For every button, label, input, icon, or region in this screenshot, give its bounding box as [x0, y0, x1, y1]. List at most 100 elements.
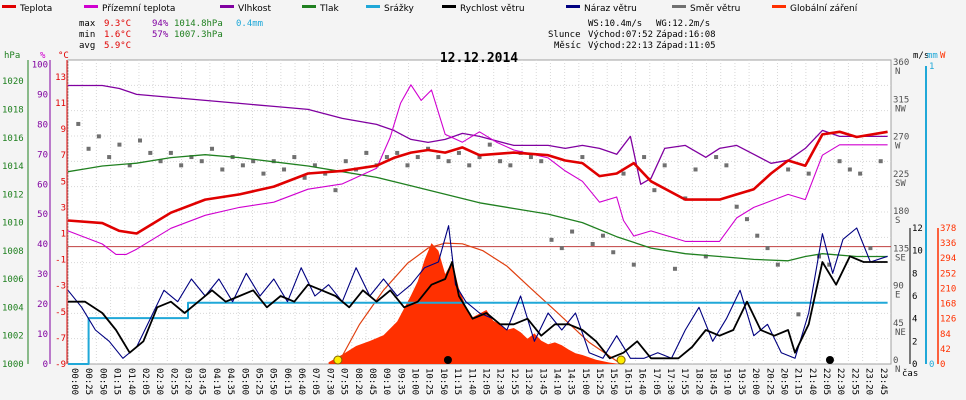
- ms-tick-label: 0: [912, 360, 917, 370]
- wind-direction-point: [96, 134, 101, 139]
- direction-tick-label: SW: [895, 179, 906, 189]
- legend-swatch: [220, 5, 234, 8]
- wind-direction-point: [292, 155, 297, 160]
- sun-set: Západ:16:08: [656, 30, 716, 40]
- legend-label: Směr větru: [690, 4, 740, 14]
- wind-direction-point: [621, 171, 626, 176]
- percent-tick-label: 30: [37, 270, 48, 280]
- time-tick-label: 20:50: [778, 368, 788, 395]
- time-tick-label: 19:35: [736, 368, 746, 395]
- wind-direction-point: [323, 171, 328, 176]
- time-tick-label: 05:00: [239, 368, 249, 395]
- time-tick-label: 20:25: [764, 368, 774, 395]
- hpa-tick-label: 1018: [2, 105, 24, 115]
- wind-direction-point: [786, 167, 791, 172]
- sun-label: Slunce: [548, 30, 581, 40]
- legend-label: Teplota: [19, 4, 52, 14]
- ms-tick-label: 4: [912, 315, 917, 325]
- axis-unit-w: W: [940, 51, 946, 61]
- wind-direction-point: [282, 167, 287, 172]
- time-tick-label: 02:30: [154, 368, 164, 395]
- wind-direction-point: [436, 155, 441, 160]
- wind-direction-point: [549, 237, 554, 242]
- wind-direction-point: [878, 159, 883, 164]
- wind-direction-point: [148, 150, 153, 155]
- wind-direction-point: [456, 150, 461, 155]
- pressure-line: [67, 154, 888, 262]
- chart-title: 12.12.2014: [440, 51, 518, 66]
- percent-tick-label: 10: [37, 330, 48, 340]
- time-tick-label: 04:35: [225, 368, 235, 395]
- time-tick-label: 23:20: [864, 368, 874, 395]
- mm-tick-label: 1: [929, 62, 934, 72]
- time-tick-label: 11:40: [466, 368, 476, 395]
- time-tick-label: 14:10: [551, 368, 561, 395]
- time-tick-label: 15:25: [594, 368, 604, 395]
- wind-direction-point: [693, 167, 698, 172]
- ms-tick-label: 10: [912, 247, 923, 257]
- time-tick-label: 17:05: [651, 368, 661, 395]
- wind-direction-point: [847, 167, 852, 172]
- wind-direction-point: [179, 163, 184, 168]
- moon-label: Měsíc: [554, 41, 581, 51]
- direction-tick-label: N: [895, 365, 900, 375]
- time-tick-label: 10:25: [424, 368, 434, 395]
- celsius-tick-label: 7: [61, 151, 66, 161]
- time-tick-label: 05:50: [268, 368, 278, 395]
- wind-direction-point: [107, 155, 112, 160]
- time-tick-label: 02:05: [140, 368, 150, 395]
- wind-direction-point: [415, 155, 420, 160]
- wind-direction-point: [240, 163, 245, 168]
- time-tick-label: 18:45: [708, 368, 718, 395]
- celsius-tick-label: 9: [61, 125, 66, 135]
- time-tick-label: 14:35: [566, 368, 576, 395]
- humidity-line: [68, 84, 888, 185]
- wind-direction-point: [765, 246, 770, 251]
- wind-direction-point: [498, 159, 503, 164]
- wind-direction-point: [302, 175, 307, 180]
- legend-swatch: [442, 5, 456, 8]
- hpa-tick-label: 1008: [2, 247, 24, 257]
- stat-max-temp: 9.3°C: [104, 19, 131, 29]
- time-tick-label: 22:55: [849, 368, 859, 395]
- mm-tick-label: 0: [929, 360, 934, 370]
- time-tick-label: 03:45: [197, 368, 207, 395]
- hpa-tick-label: 1016: [2, 134, 24, 144]
- direction-tick-label: 360: [893, 58, 909, 68]
- w-tick-label: 126: [940, 315, 956, 325]
- direction-tick-label: 90: [893, 282, 904, 292]
- legend-label: Srážky: [384, 4, 415, 14]
- wind-direction-point: [117, 142, 122, 147]
- time-tick-label: 12:30: [495, 368, 505, 395]
- wind-direction-point: [86, 146, 91, 151]
- legend-label: Přízemní teplota: [102, 4, 175, 14]
- direction-tick-label: W: [895, 142, 901, 152]
- hpa-tick-label: 1000: [2, 360, 24, 370]
- sun-rise: Východ:07:52: [588, 30, 653, 40]
- hpa-tick-label: 1002: [2, 332, 24, 342]
- hpa-tick-label: 1014: [2, 162, 24, 172]
- time-tick-label: 09:35: [395, 368, 405, 395]
- wind-direction-point: [662, 163, 667, 168]
- wind-direction-point: [528, 155, 533, 160]
- time-tick-label: 00:25: [83, 368, 93, 395]
- legend-label: Globální záření: [790, 4, 858, 14]
- legend-swatch: [84, 5, 98, 8]
- wind-direction-point: [261, 171, 266, 176]
- legend-swatch: [302, 5, 316, 8]
- w-tick-label: 42: [940, 345, 951, 355]
- axis-unit-mm: mm: [927, 51, 938, 61]
- percent-tick-label: 70: [37, 150, 48, 160]
- sunset-icon: [616, 355, 626, 365]
- hpa-tick-label: 1006: [2, 275, 24, 285]
- wind-direction-point: [775, 262, 780, 267]
- time-tick-label: 04:10: [211, 368, 221, 395]
- ms-tick-label: 2: [912, 337, 917, 347]
- time-tick-label: 07:30: [324, 368, 334, 395]
- time-tick-label: 13:20: [523, 368, 533, 395]
- legend-label: Tlak: [319, 4, 340, 14]
- wind-direction-point: [837, 159, 842, 164]
- wind-direction-point: [642, 155, 647, 160]
- legend-swatch: [2, 5, 16, 8]
- wind-direction-point: [611, 250, 616, 255]
